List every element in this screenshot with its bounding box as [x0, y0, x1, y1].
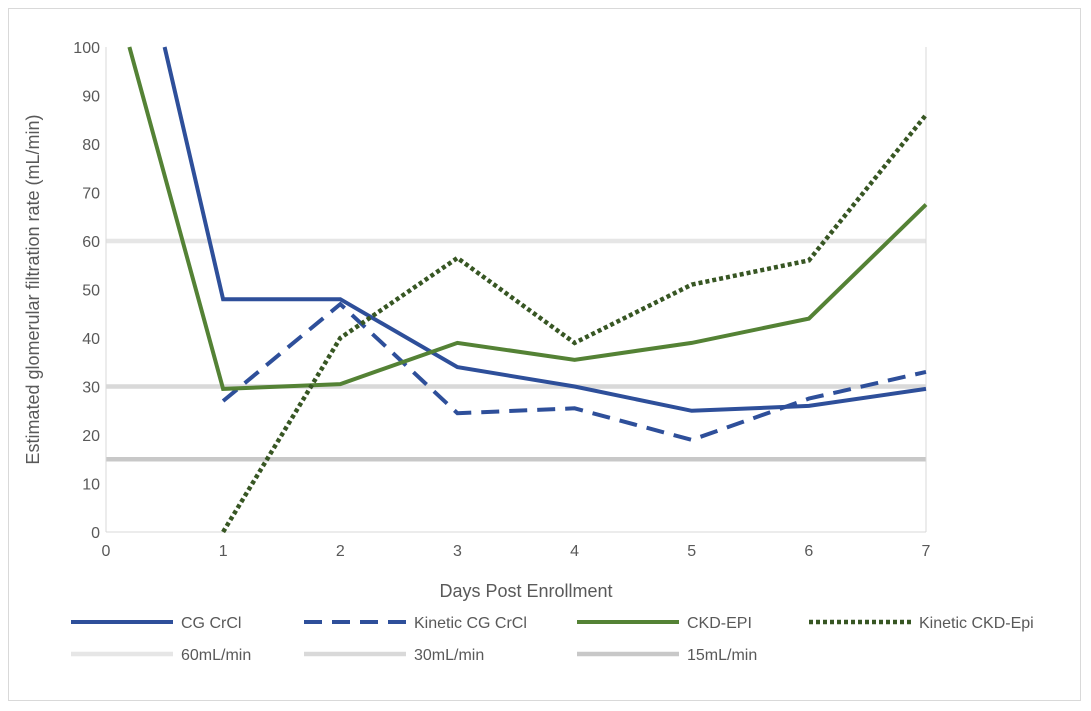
x-tick-label: 0 — [102, 543, 111, 560]
legend-label: 60mL/min — [181, 647, 251, 664]
y-tick-label: 40 — [82, 331, 100, 348]
legend-label: Kinetic CKD-Epi — [919, 615, 1034, 632]
y-tick-label: 30 — [82, 380, 100, 397]
x-tick-label: 5 — [687, 543, 696, 560]
x-tick-label: 6 — [804, 543, 813, 560]
legend-label: Kinetic CG CrCl — [414, 615, 527, 632]
y-tick-label: 90 — [82, 89, 100, 106]
x-axis-title: Days Post Enrollment — [439, 581, 612, 601]
y-tick-label: 60 — [82, 234, 100, 251]
x-tick-label: 1 — [219, 543, 228, 560]
legend-item-ckd-epi: CKD-EPI — [577, 615, 752, 632]
legend-label: 15mL/min — [687, 647, 757, 664]
y-tick-label: 100 — [73, 40, 100, 57]
x-tick-label: 3 — [453, 543, 462, 560]
legend-item-cg-crcl: CG CrCl — [71, 615, 241, 632]
x-tick-label: 4 — [570, 543, 579, 560]
axes — [105, 47, 927, 533]
series-line-ckd-epi — [127, 46, 928, 391]
legend-label: 30mL/min — [414, 647, 484, 664]
series-line-kinetic-ckd-epi — [221, 113, 928, 534]
legend: CG CrCl Kinetic CG CrCl CKD-EPI Kinetic CKD… — [71, 615, 1034, 664]
legend-label: CKD-EPI — [687, 615, 752, 632]
legend-label: CG CrCl — [181, 615, 241, 632]
legend-item-60ml-min: 60mL/min — [71, 647, 251, 664]
legend-item-30ml-min: 30mL/min — [304, 647, 484, 664]
y-tick-label: 70 — [82, 186, 100, 203]
y-tick-label: 50 — [82, 283, 100, 300]
y-tick-label: 10 — [82, 477, 100, 494]
series-line-kinetic-cg-crcl — [221, 301, 927, 442]
legend-item-kinetic-cg-crcl: Kinetic CG CrCl — [304, 615, 527, 632]
y-tick-label: 80 — [82, 137, 100, 154]
legend-item-kinetic-ckd-epi: Kinetic CKD-Epi — [809, 615, 1034, 632]
series-lines — [127, 46, 928, 534]
chart-frame: 0 1 2 3 4 5 6 7 0 10 20 30 40 50 60 70 80 90 100 Estimated… — [8, 8, 1081, 701]
y-tick-label: 20 — [82, 428, 100, 445]
x-tick-label: 7 — [922, 543, 931, 560]
legend-item-15ml-min: 15mL/min — [577, 647, 757, 664]
y-tick-label: 0 — [91, 525, 100, 542]
y-axis-title: Estimated glomerular filtration rate (mL… — [23, 114, 43, 464]
x-tick-label: 2 — [336, 543, 345, 560]
